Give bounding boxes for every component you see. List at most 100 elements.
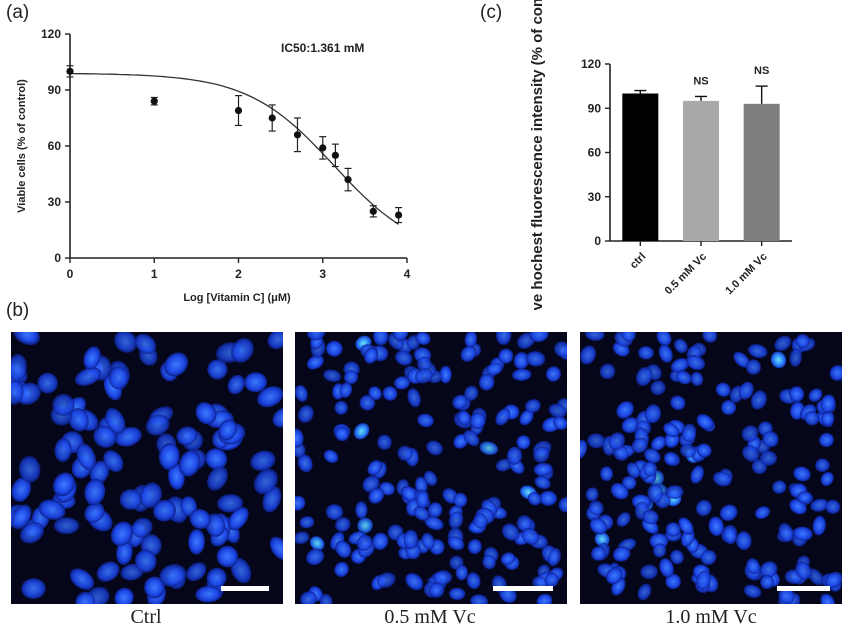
cell-nucleus (670, 358, 690, 373)
data-point (344, 176, 352, 184)
cell-nucleus (762, 431, 779, 448)
cell-nucleus (745, 359, 762, 375)
cell-nucleus (600, 466, 614, 482)
cell-nucleus (679, 443, 697, 458)
cell-nucleus (230, 557, 252, 584)
cell-nucleus (558, 496, 567, 513)
cell-nucleus (269, 536, 283, 561)
cell-nucleus (590, 546, 607, 561)
cell-nucleus (295, 495, 306, 511)
cell-nucleus (642, 509, 659, 525)
y-tick-label-c: 30 (588, 190, 602, 204)
cell-nucleus (675, 370, 692, 385)
y-axis-label-a: Viable cells (% of control) (16, 79, 28, 213)
cell-nucleus (355, 501, 368, 519)
cell-nucleus (681, 423, 697, 443)
cell-nucleus (770, 351, 787, 369)
cell-nucleus (335, 540, 352, 558)
cell-nucleus (616, 401, 634, 419)
cell-nucleus (153, 499, 176, 522)
cell-nucleus (797, 491, 813, 504)
cell-nucleus (774, 335, 792, 352)
cell-nucleus (38, 499, 66, 520)
cell-nucleus (702, 332, 718, 343)
micrograph-ctrl (11, 332, 283, 604)
y-tick-label-c: 90 (588, 101, 602, 115)
cell-nucleus (741, 425, 759, 442)
cell-nucleus (795, 561, 812, 580)
cell-nucleus (134, 333, 157, 355)
cell-nucleus (599, 363, 616, 380)
cell-nucleus (11, 380, 24, 405)
cell-nucleus (478, 373, 495, 391)
cell-nucleus (652, 543, 667, 558)
data-point (319, 144, 327, 152)
caption-ctrl: Ctrl (130, 606, 162, 628)
cell-nucleus (821, 410, 835, 427)
cell-nucleus (529, 332, 549, 343)
cell-nucleus (134, 549, 157, 573)
cell-nucleus (519, 409, 534, 426)
cell-nucleus (306, 332, 326, 341)
cell-nucleus (413, 506, 430, 521)
cell-nucleus (670, 549, 684, 565)
cell-nucleus (778, 587, 795, 604)
cell-nucleus (272, 407, 283, 428)
cell-nucleus (807, 568, 825, 586)
cell-nucleus (495, 458, 512, 472)
cell-nucleus (423, 470, 438, 486)
cell-nucleus (719, 504, 738, 521)
cell-nucleus (470, 594, 489, 604)
cell-nucleus (158, 442, 180, 470)
cell-nucleus (588, 500, 604, 516)
dose-response-chart: 0 30 60 90 120 0 1 2 3 4 IC50:1.361 mM Log [Vita… (16, 27, 411, 304)
cell-nucleus (231, 338, 254, 363)
cell-nucleus (587, 433, 606, 449)
cell-nucleus (479, 441, 498, 455)
data-point (150, 97, 158, 105)
cell-nucleus (298, 405, 314, 423)
cell-nucleus (819, 432, 834, 448)
cell-nucleus (218, 419, 238, 441)
cell-nucleus (696, 443, 712, 458)
cell-nucleus (195, 402, 217, 425)
cell-nucleus (733, 351, 750, 368)
cell-nucleus (53, 472, 75, 497)
plot-area-a: 0 30 60 90 120 0 1 2 3 4 IC50:1.361 mM Log [Vita… (16, 27, 411, 304)
cell-nucleus (742, 445, 760, 462)
cell-nucleus (502, 523, 520, 541)
cell-nucleus (131, 517, 153, 538)
cell-nucleus (415, 476, 428, 495)
cell-nucleus (610, 482, 629, 500)
cell-nucleus (188, 529, 206, 555)
data-point (234, 106, 243, 115)
cell-nucleus (207, 359, 228, 380)
cell-nucleus (605, 567, 623, 585)
cell-nucleus (164, 352, 189, 377)
cell-nucleus (473, 513, 488, 529)
cell-nucleus (448, 511, 464, 529)
cell-nucleus (696, 414, 714, 430)
cell-nucleus (500, 552, 516, 566)
cell-nucleus (343, 370, 359, 385)
cell-nucleus (397, 445, 413, 462)
cell-nucleus (319, 593, 333, 604)
cell-nucleus (820, 593, 836, 604)
cell-nucleus (217, 494, 244, 513)
y-tick-label-a: 30 (48, 195, 62, 209)
cell-nucleus (466, 572, 481, 590)
cell-nucleus (644, 448, 661, 464)
cell-nucleus (37, 372, 58, 394)
cell-nucleus (544, 572, 559, 588)
cell-nucleus (626, 462, 641, 479)
cell-nucleus (715, 382, 731, 397)
y-tick-label-a: 60 (48, 139, 62, 153)
cell-nucleus (139, 482, 162, 509)
cell-nucleus (512, 368, 532, 381)
cell-nucleus (93, 425, 117, 448)
cell-nucleus (335, 517, 351, 532)
significance-label: NS (693, 75, 708, 87)
cell-nucleus (11, 504, 32, 530)
cell-nucleus (792, 526, 813, 541)
x-tick-label-a: 3 (319, 267, 326, 281)
